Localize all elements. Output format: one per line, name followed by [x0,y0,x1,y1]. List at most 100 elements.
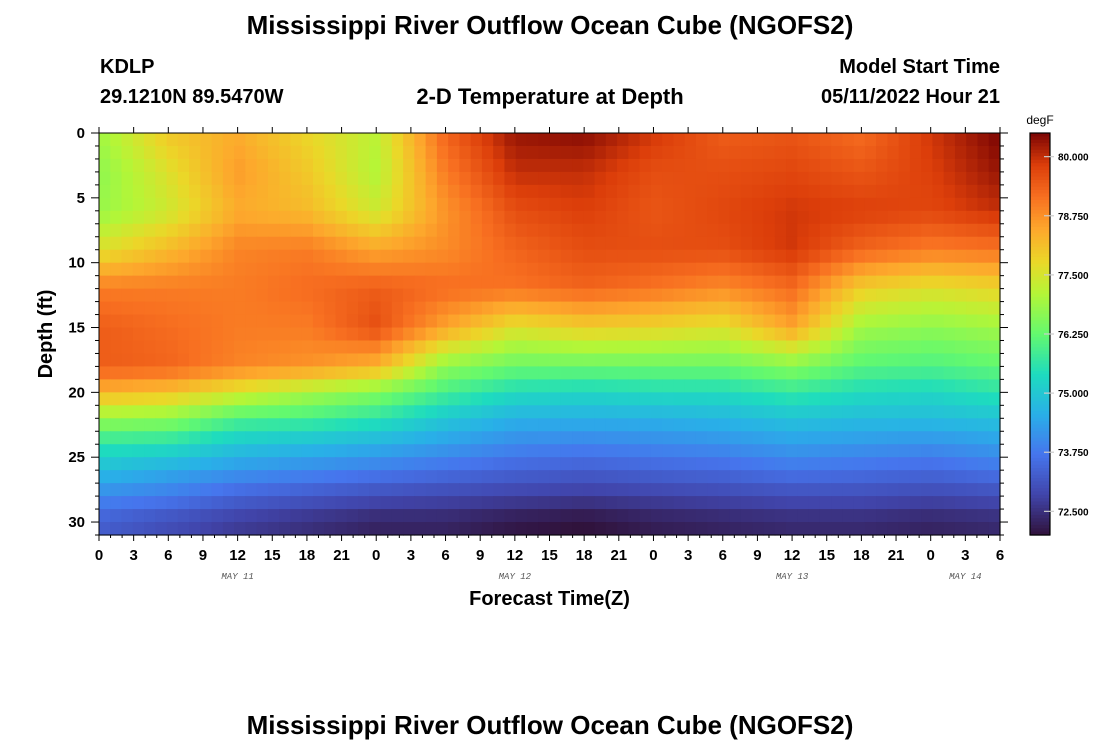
heatmap-cell [977,366,990,380]
heatmap-cell [853,509,866,523]
heatmap-cell [966,288,979,303]
heatmap-cell [414,418,427,432]
heatmap-cell [583,223,596,238]
heatmap-cell [526,314,539,329]
heatmap-cell [549,405,562,419]
heatmap-cell [493,392,506,406]
heatmap-cell [369,184,382,199]
heatmap-cell [245,133,258,147]
heatmap-cell [740,314,753,329]
heatmap-cell [177,262,190,277]
heatmap-cell [707,470,720,484]
heatmap-cell [887,288,900,303]
heatmap-cell [909,470,922,484]
heatmap-cell [335,288,348,303]
heatmap-cell [211,470,224,484]
heatmap-cell [752,379,765,393]
heatmap-cell [436,405,449,419]
heatmap-cell [572,301,584,316]
heatmap-cell [797,522,810,536]
heatmap-cell [144,340,156,355]
heatmap-cell [301,197,314,212]
heatmap-cell [718,133,731,147]
heatmap-cell [346,392,359,406]
heatmap-cell [774,444,787,458]
heatmap-cell [864,236,877,251]
heatmap-cell [707,392,720,406]
heatmap-cell [481,496,494,510]
heatmap-cell [222,327,235,342]
heatmap-cell [493,353,506,368]
heatmap-cell [526,431,539,445]
heatmap-cell [369,327,382,342]
heatmap-cell [121,314,134,329]
heatmap-cell [549,327,562,342]
heatmap-cell [819,301,832,316]
heatmap-cell [887,366,900,380]
colorbar-swatch [1030,280,1050,285]
heatmap-cell [876,444,888,458]
heatmap-cell [605,223,618,238]
heatmap-cell [695,223,708,238]
heatmap-cell [909,444,922,458]
heatmap-cell [853,210,866,225]
heatmap-cell [346,496,359,510]
heatmap-cell [639,210,652,225]
heatmap-cell [155,133,168,147]
heatmap-cell [222,457,235,471]
colorbar-swatch [1030,327,1050,332]
heatmap-cell [988,444,1001,458]
heatmap-cell [448,314,460,329]
heatmap-cell [831,379,843,393]
heatmap-cell [628,431,641,445]
heatmap-cell [414,509,427,523]
heatmap-cell [583,392,596,406]
heatmap-cell [436,262,449,277]
heatmap-cell [99,223,111,238]
heatmap-cell [436,301,449,316]
heatmap-cell [504,314,517,329]
heatmap-cell [819,444,832,458]
heatmap-cell [222,431,235,445]
heatmap-cell [583,418,596,432]
heatmap-cell [144,509,156,523]
heatmap-cell [876,327,888,342]
heatmap-cell [898,418,911,432]
heatmap-cell [921,184,934,199]
heatmap-cell [166,301,179,316]
heatmap-cell [774,340,787,355]
heatmap-cell [842,509,855,523]
heatmap-cell [436,379,449,393]
heatmap-cell [831,301,843,316]
heatmap-cell [245,210,258,225]
heatmap-cell [605,353,618,368]
heatmap-cell [684,184,697,199]
heatmap-cell [684,301,697,316]
heatmap-cell [481,301,494,316]
heatmap-cell [290,470,303,484]
heatmap-cell [909,353,922,368]
heatmap-cell [560,314,573,329]
heatmap-cell [842,184,855,199]
heatmap-cell [369,379,382,393]
heatmap-cell [279,184,292,199]
heatmap-cell [988,249,1001,264]
heatmap-cell [414,210,427,225]
x-tick-label: 6 [996,547,1004,564]
heatmap-cell [853,496,866,510]
heatmap-cell [684,327,697,342]
x-tick-label: 21 [888,547,905,564]
heatmap-cell [786,353,798,368]
heatmap-cell [110,184,123,199]
colorbar-swatch [1030,357,1050,362]
heatmap-cell [144,405,156,419]
heatmap-cell [909,522,922,536]
heatmap-cell [391,444,404,458]
heatmap-cell [234,431,247,445]
colorbar-tick-label: 80.000 [1058,153,1089,164]
heatmap-cell [110,483,123,497]
colorbar-swatch [1030,461,1050,466]
heatmap-cell [470,457,483,471]
heatmap-cell [155,171,168,186]
heatmap-cell [222,483,235,497]
